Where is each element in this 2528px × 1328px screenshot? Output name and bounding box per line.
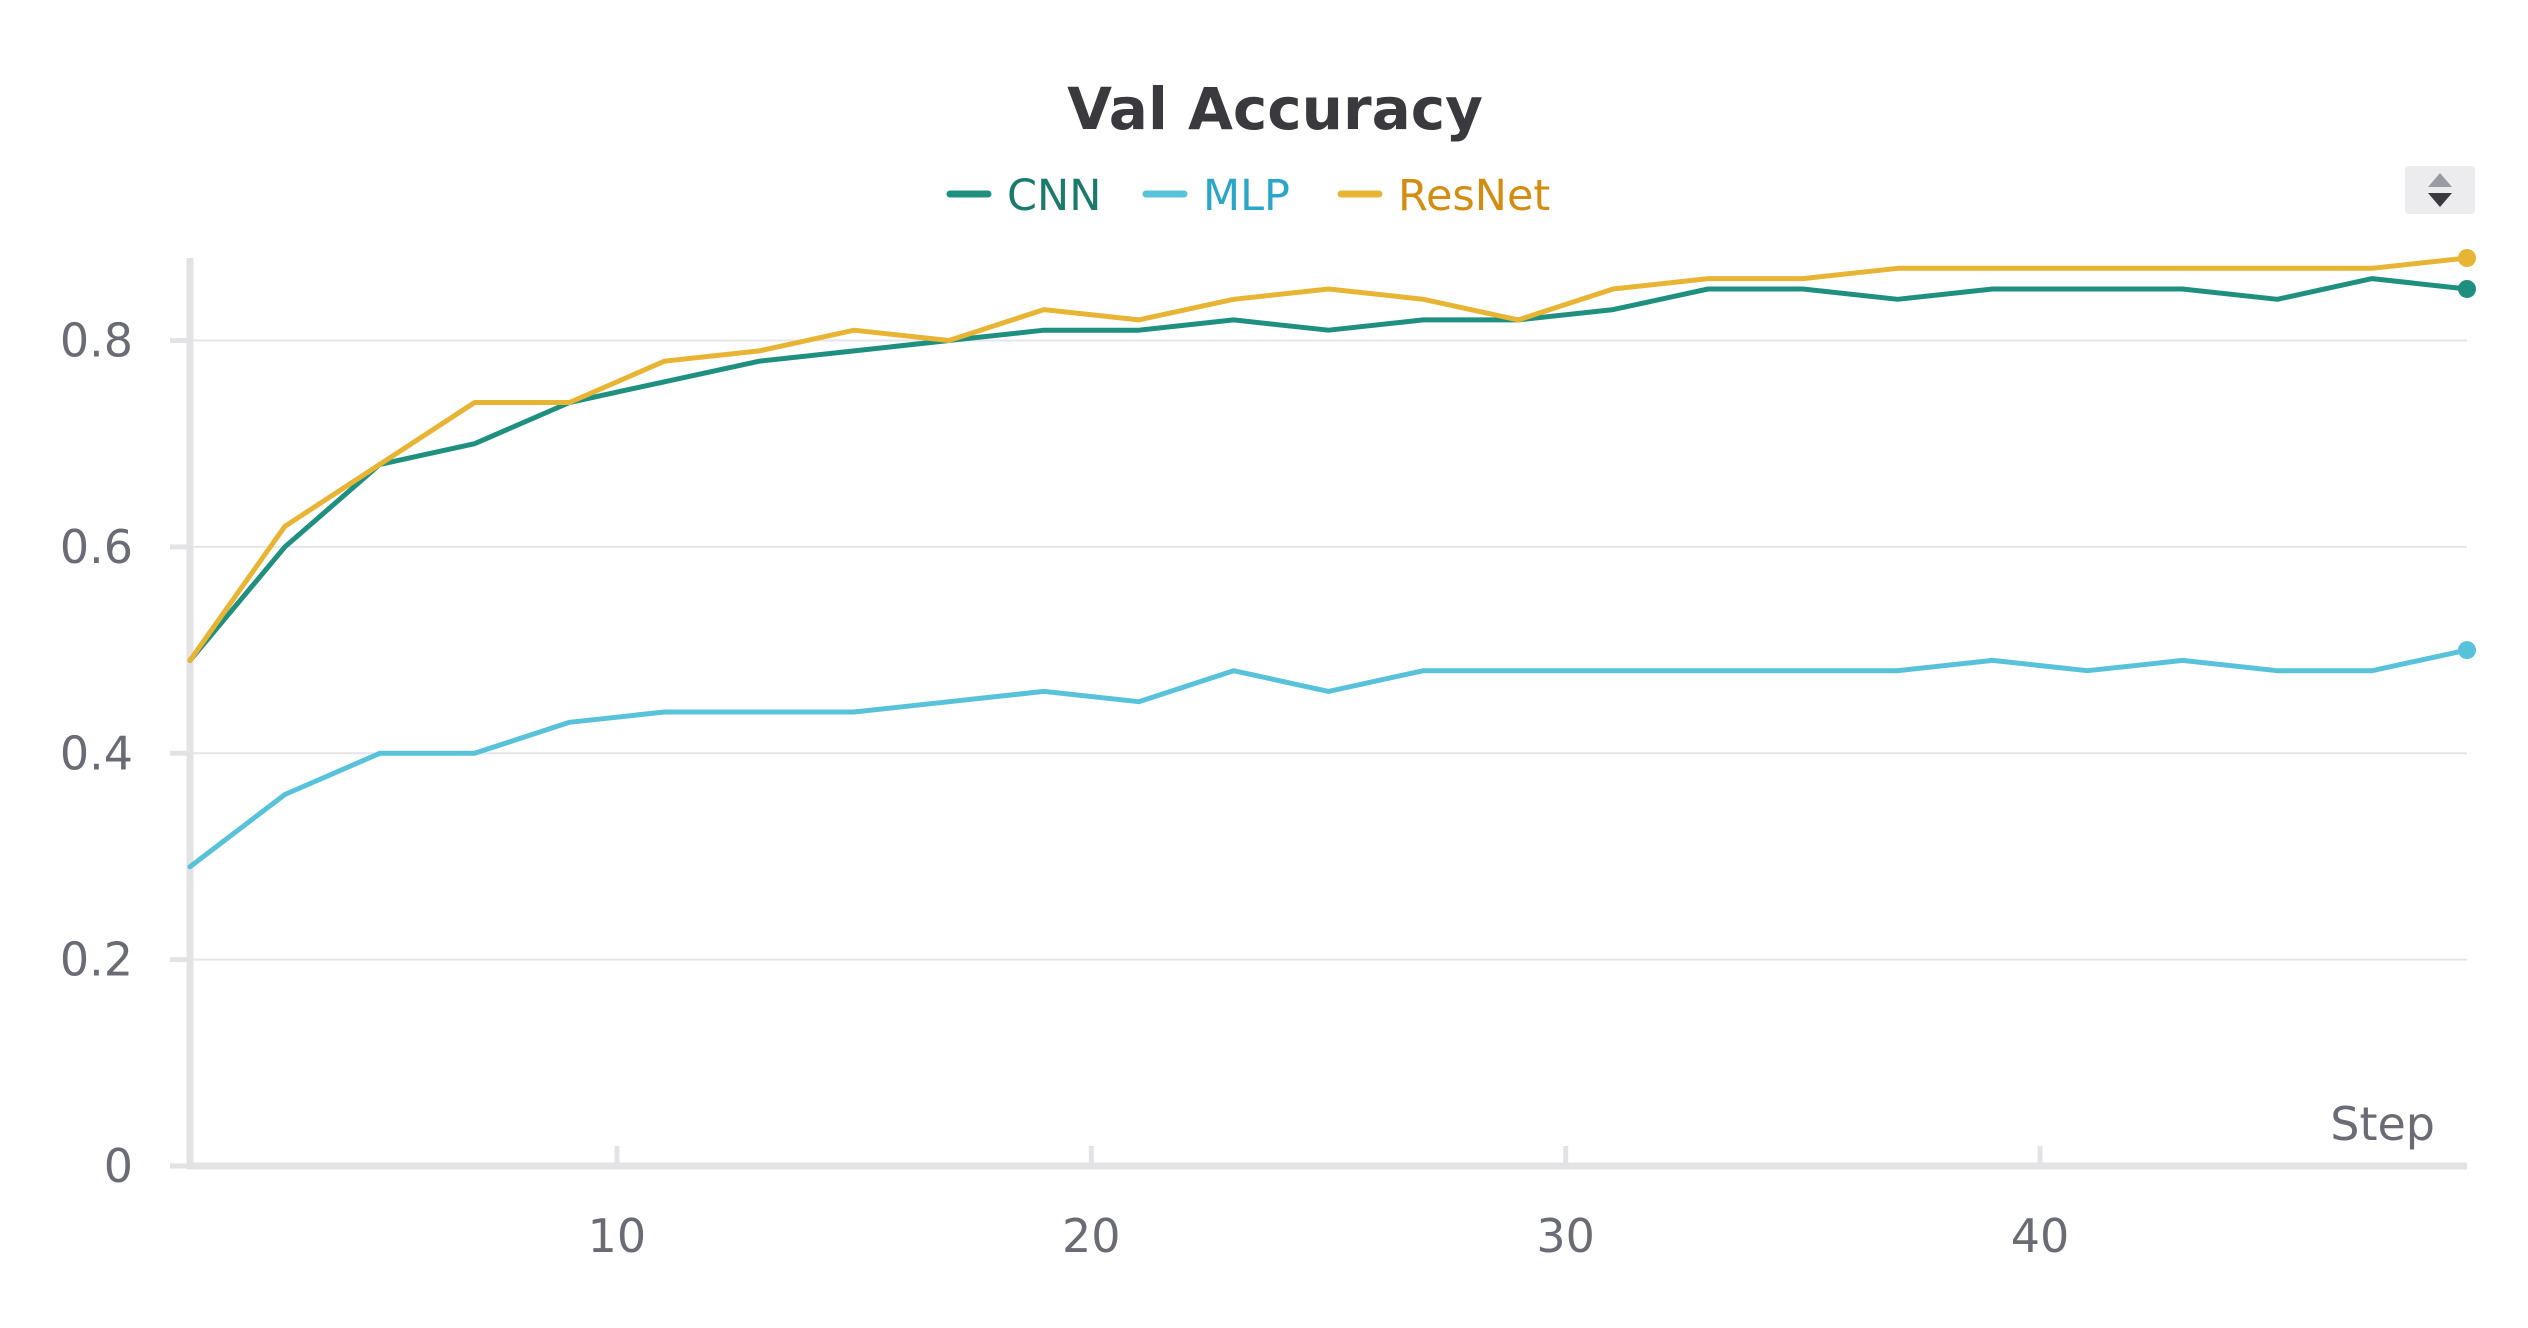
- legend-label-cnn: CNN: [1007, 171, 1101, 221]
- legend-scroll-button[interactable]: [2405, 166, 2475, 214]
- series-endpoint-resnet: [2458, 249, 2476, 267]
- x-tick-label-2: 30: [1536, 1209, 1595, 1263]
- axes: [186, 258, 2467, 1170]
- legend: CNN MLP ResNet: [946, 171, 1550, 221]
- legend-item-resnet[interactable]: ResNet: [1337, 171, 1550, 221]
- legend-label-resnet: ResNet: [1398, 171, 1550, 221]
- legend-label-mlp: MLP: [1203, 171, 1290, 221]
- series-line-mlp: [187, 647, 2470, 870]
- y-tick-label-0: 0: [104, 1139, 133, 1193]
- arrow-down-icon: [2428, 193, 2452, 207]
- x-tick-label-1: 20: [1062, 1209, 1121, 1263]
- x-axis-ticks: 10 20 30 40: [588, 1146, 2070, 1263]
- legend-item-cnn[interactable]: CNN: [946, 171, 1101, 221]
- x-tick-label-3: 40: [2011, 1209, 2070, 1263]
- series-endpoint-mlp: [2458, 641, 2476, 660]
- series-line-cnn: [187, 276, 2470, 663]
- y-tick-label-3: 0.6: [60, 520, 133, 574]
- y-tick-label-2: 0.4: [60, 726, 133, 780]
- x-tick-label-0: 10: [588, 1209, 647, 1263]
- chart-title: Val Accuracy: [1067, 75, 1483, 143]
- legend-item-mlp[interactable]: MLP: [1142, 171, 1290, 221]
- y-axis-ticks: 0 0.2 0.4 0.6 0.8: [60, 314, 190, 1193]
- gridlines: [190, 339, 2467, 961]
- y-tick-label-4: 0.8: [60, 314, 133, 368]
- x-axis-label: Step: [2330, 1097, 2435, 1151]
- y-tick-label-1: 0.2: [60, 933, 133, 987]
- series-lines: [187, 249, 2476, 870]
- series-endpoint-cnn: [2458, 279, 2476, 298]
- arrow-up-icon: [2428, 173, 2452, 187]
- series-line-resnet: [187, 255, 2470, 663]
